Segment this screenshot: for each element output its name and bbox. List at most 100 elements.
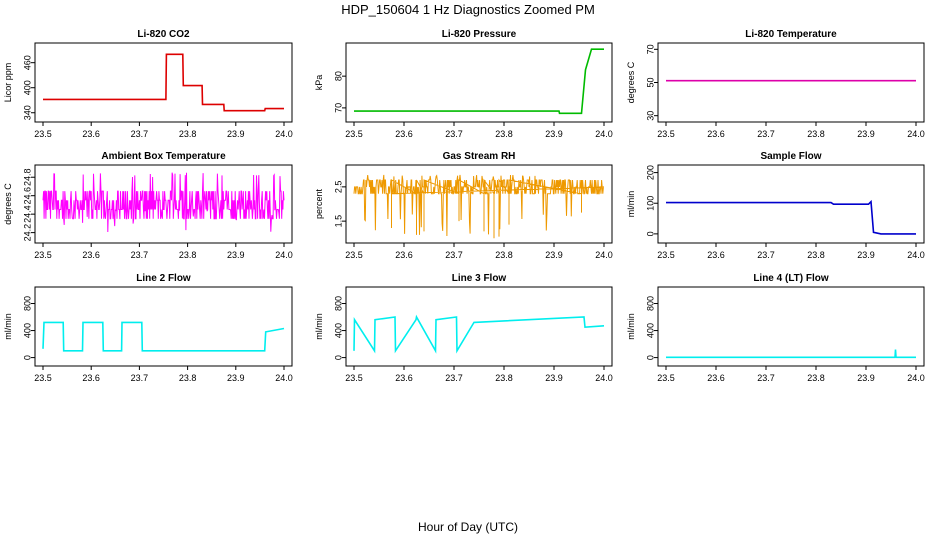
y-tick-label: 400 <box>333 323 343 338</box>
panel-title: Line 4 (LT) Flow <box>753 273 829 284</box>
x-tick-label: 23.6 <box>82 250 100 260</box>
x-tick-label: 24.0 <box>275 250 293 260</box>
series-line <box>354 48 604 115</box>
plot-frame <box>34 286 293 367</box>
x-tick-label: 23.7 <box>131 373 149 383</box>
series-line <box>42 321 285 352</box>
y-tick-label: 1.5 <box>333 215 343 228</box>
y-tick-label: 70 <box>333 103 343 113</box>
panel-8: Line 3 Flow 23.5 23.6 23.7 23.8 23.9 24.0 0 400 8… <box>314 273 613 383</box>
series-line <box>666 349 916 359</box>
y-axis-label: ml/min <box>3 313 13 340</box>
x-tick-label: 23.6 <box>395 373 413 383</box>
x-tick-label: 23.5 <box>345 129 363 139</box>
plot-frame <box>657 286 925 367</box>
panel-4: Ambient Box Temperature 23.5 23.6 23.7 23.8 2… <box>3 151 293 260</box>
y-tick-label: 460 <box>22 55 32 70</box>
panel-3: Li-820 Temperature 23.5 23.6 23.7 23.8 23.9 24… <box>626 29 925 139</box>
y-axis-label: degrees C <box>626 61 636 103</box>
y-tick-label: 800 <box>333 296 343 311</box>
y-tick-label: 800 <box>645 296 655 311</box>
y-axis-label: degrees C <box>3 183 13 225</box>
x-tick-label: 23.8 <box>179 250 197 260</box>
x-tick-label: 23.7 <box>757 250 775 260</box>
y-tick-label: 0 <box>333 355 343 360</box>
y-axis-label: ml/min <box>314 313 324 340</box>
x-tick-label: 23.9 <box>857 250 875 260</box>
panel-title: Sample Flow <box>760 151 821 162</box>
x-tick-label: 24.0 <box>595 373 613 383</box>
y-axis-label: ml/min <box>626 191 636 218</box>
x-tick-label: 23.9 <box>857 373 875 383</box>
figure-title: HDP_150604 1 Hz Diagnostics Zoomed PM <box>341 2 595 17</box>
x-tick-label: 23.8 <box>179 373 197 383</box>
x-tick-label: 23.6 <box>82 373 100 383</box>
panel-title: Li-820 CO2 <box>137 29 190 40</box>
y-tick-label: 400 <box>22 323 32 338</box>
series-line <box>353 174 605 239</box>
panel-6: Sample Flow 23.5 23.6 23.7 23.8 23.9 24.0 0 100 2… <box>626 151 925 260</box>
y-tick-label: 70 <box>645 44 655 54</box>
panel-title: Li-820 Pressure <box>442 29 517 40</box>
series-line <box>353 314 605 354</box>
x-tick-label: 23.6 <box>82 129 100 139</box>
x-tick-label: 23.9 <box>857 129 875 139</box>
y-tick-label: 0 <box>22 355 32 360</box>
series-line <box>42 172 285 233</box>
plot-frame <box>657 42 925 123</box>
x-tick-label: 23.9 <box>227 373 245 383</box>
x-tick-label: 23.7 <box>445 373 463 383</box>
y-tick-label: 800 <box>22 296 32 311</box>
plot-frame <box>34 164 293 244</box>
x-tick-label: 23.5 <box>345 373 363 383</box>
panel-2: Li-820 Pressure 23.5 23.6 23.7 23.8 23.9 24.0 7… <box>314 29 613 139</box>
y-tick-label: 50 <box>645 77 655 87</box>
x-tick-label: 23.5 <box>34 250 52 260</box>
plot-frame <box>34 42 293 123</box>
x-tick-label: 23.6 <box>707 129 725 139</box>
x-tick-label: 23.9 <box>227 129 245 139</box>
y-tick-label: 0 <box>645 355 655 360</box>
panel-title: Gas Stream RH <box>443 151 516 162</box>
panel-title: Ambient Box Temperature <box>101 151 226 162</box>
panel-1: Li-820 CO2 23.5 23.6 23.7 23.8 23.9 24.0 340 400… <box>3 29 293 139</box>
x-tick-label: 23.8 <box>807 129 825 139</box>
series-line <box>666 199 916 235</box>
x-tick-label: 23.8 <box>179 129 197 139</box>
y-axis-label: ml/min <box>626 313 636 340</box>
x-tick-label: 23.5 <box>34 373 52 383</box>
y-tick-label: 24.8 <box>22 168 32 186</box>
x-tick-label: 23.6 <box>707 373 725 383</box>
x-tick-label: 24.0 <box>275 373 293 383</box>
x-tick-label: 23.7 <box>757 373 775 383</box>
figure-xlabel: Hour of Day (UTC) <box>418 520 518 534</box>
y-tick-label: 340 <box>22 105 32 120</box>
x-tick-label: 23.7 <box>131 129 149 139</box>
x-tick-label: 24.0 <box>595 250 613 260</box>
x-tick-label: 23.9 <box>545 129 563 139</box>
x-tick-label: 23.9 <box>227 250 245 260</box>
y-tick-label: 0 <box>645 231 655 236</box>
x-tick-label: 23.8 <box>807 373 825 383</box>
x-tick-label: 23.7 <box>445 250 463 260</box>
x-tick-label: 23.8 <box>807 250 825 260</box>
panel-9: Line 4 (LT) Flow 23.5 23.6 23.7 23.8 23.9 24.0… <box>626 273 925 383</box>
x-tick-label: 23.6 <box>395 129 413 139</box>
x-tick-label: 23.6 <box>395 250 413 260</box>
x-tick-label: 23.9 <box>545 373 563 383</box>
x-tick-label: 23.7 <box>445 129 463 139</box>
plot-frame <box>657 164 925 244</box>
panel-7: Line 2 Flow 23.5 23.6 23.7 23.8 23.9 24.0 0 400 8… <box>3 273 293 383</box>
panels: Li-820 CO2 23.5 23.6 23.7 23.8 23.9 24.0 340 400… <box>3 29 925 383</box>
x-tick-label: 23.6 <box>707 250 725 260</box>
y-tick-label: 30 <box>645 111 655 121</box>
y-axis-label: kPa <box>314 75 324 91</box>
x-tick-label: 24.0 <box>907 129 925 139</box>
x-tick-label: 23.5 <box>657 250 675 260</box>
y-tick-label: 100 <box>645 196 655 211</box>
y-tick-label: 200 <box>645 165 655 180</box>
x-tick-label: 23.8 <box>495 129 513 139</box>
x-tick-label: 23.9 <box>545 250 563 260</box>
y-tick-label: 24.6 <box>22 187 32 205</box>
x-tick-label: 23.5 <box>34 129 52 139</box>
